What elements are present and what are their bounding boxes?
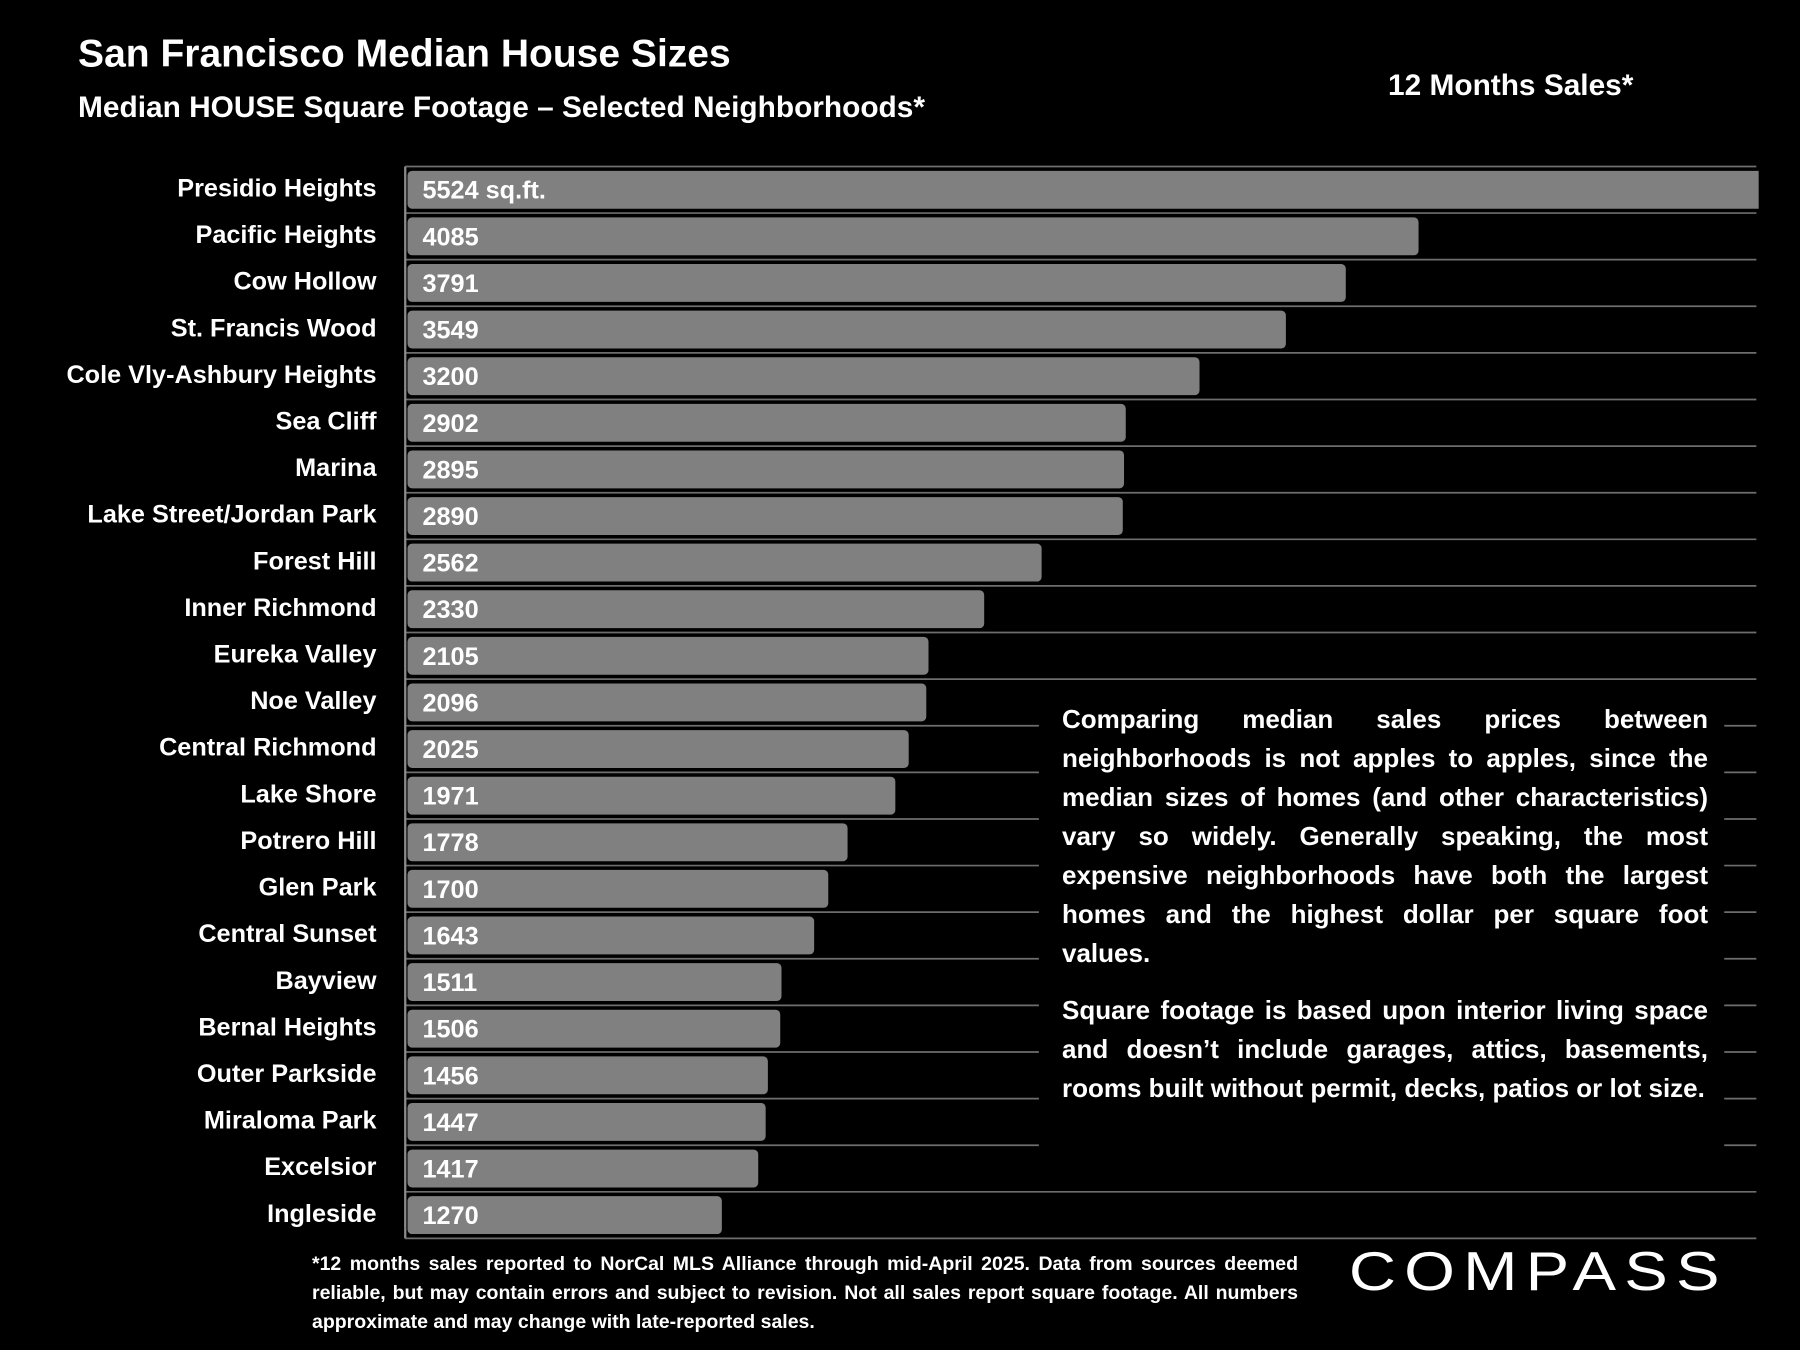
value-label: 2096 — [422, 689, 478, 717]
bar — [407, 683, 927, 722]
value-label: 2890 — [422, 503, 478, 531]
value-label: 2902 — [422, 410, 478, 438]
category-label: Pacific Heights — [195, 221, 376, 249]
value-label: 3200 — [422, 363, 478, 391]
value-label: 1778 — [422, 829, 478, 857]
bar — [407, 1196, 722, 1235]
period-label: 12 Months Sales* — [1388, 69, 1634, 102]
bar — [407, 1102, 766, 1141]
value-label: 1700 — [422, 876, 478, 904]
category-label: Inner Richmond — [184, 594, 376, 622]
bar — [407, 963, 782, 1002]
category-label: Bayview — [275, 967, 376, 995]
logo: COMPASS — [1349, 1240, 1728, 1302]
value-label: 2330 — [422, 596, 478, 624]
note-backdrop — [1038, 692, 1725, 1152]
bar — [407, 1009, 781, 1048]
notes: Comparing median sales prices between ne… — [1062, 700, 1708, 1126]
category-label: Lake Street/Jordan Park — [87, 501, 377, 529]
bar — [407, 357, 1200, 396]
value-label: 1971 — [422, 783, 478, 811]
category-label: Outer Parkside — [197, 1060, 377, 1088]
labels: 5524 sq.ft. Presidio Heights 4085 Pacific H… — [66, 174, 546, 1230]
bar — [407, 1056, 768, 1095]
value-label: 1417 — [422, 1155, 478, 1183]
category-label: Central Richmond — [159, 734, 376, 762]
bar — [407, 543, 1042, 582]
category-label: Marina — [295, 454, 377, 482]
value-label: 5524 sq.ft. — [422, 177, 546, 205]
category-label: Glen Park — [259, 874, 378, 902]
bar — [407, 310, 1286, 349]
value-label: 1270 — [422, 1202, 478, 1230]
category-label: Forest Hill — [253, 547, 376, 575]
category-label: Central Sunset — [198, 920, 377, 948]
category-label: Lake Shore — [240, 780, 376, 808]
bar — [407, 636, 929, 675]
value-label: 2562 — [422, 550, 478, 578]
category-label: Presidio Heights — [177, 174, 376, 202]
bar — [407, 590, 985, 629]
bar — [407, 776, 896, 815]
category-label: Potrero Hill — [240, 827, 376, 855]
value-label: 1643 — [422, 922, 478, 950]
bar — [407, 497, 1123, 535]
bars — [407, 170, 1759, 1235]
value-label: 2025 — [422, 736, 478, 764]
value-label: 2895 — [422, 456, 478, 484]
category-label: Sea Cliff — [275, 407, 377, 435]
value-label: 1506 — [422, 1016, 478, 1044]
bar — [407, 916, 815, 955]
category-label: Ingleside — [267, 1200, 376, 1228]
bar — [407, 1149, 759, 1188]
category-label: Miraloma Park — [204, 1107, 378, 1135]
category-label: Bernal Heights — [198, 1013, 376, 1041]
category-label: Noe Valley — [250, 687, 376, 715]
value-label: 1447 — [422, 1109, 478, 1137]
chart-title: San Francisco Median House Sizes — [78, 33, 731, 76]
bar — [407, 264, 1346, 302]
bar — [407, 823, 848, 862]
bar — [407, 450, 1125, 489]
value-label: 4085 — [422, 223, 478, 251]
chart-subtitle: Median HOUSE Square Footage – Selected N… — [78, 91, 925, 124]
bar — [407, 730, 909, 768]
value-label: 3791 — [422, 270, 478, 298]
value-label: 2105 — [422, 643, 478, 671]
footnote: *12 months sales reported to NorCal MLS … — [312, 1253, 1298, 1333]
bar — [407, 403, 1126, 442]
value-label: 3549 — [422, 317, 478, 345]
bar — [407, 217, 1419, 256]
bar — [407, 869, 829, 908]
category-label: Eureka Valley — [214, 641, 377, 669]
category-label: St. Francis Wood — [171, 314, 377, 342]
bar — [407, 170, 1759, 209]
note-paragraph: Comparing median sales prices between ne… — [1062, 704, 1708, 968]
value-label: 1456 — [422, 1062, 478, 1090]
category-label: Cow Hollow — [233, 268, 376, 296]
category-label: Excelsior — [264, 1153, 376, 1181]
note-paragraph: Square footage is based upon interior li… — [1062, 995, 1708, 1103]
category-label: Cole Vly-Ashbury Heights — [66, 361, 376, 389]
value-label: 1511 — [422, 969, 477, 997]
